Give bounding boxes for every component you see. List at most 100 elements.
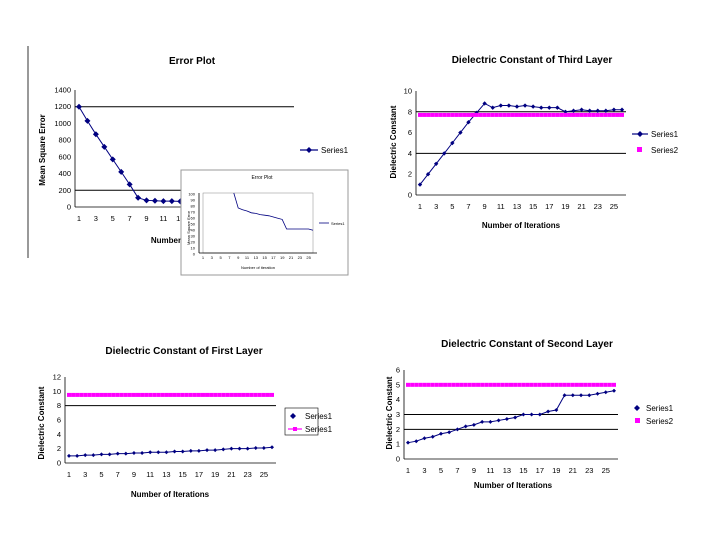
data-point [500, 382, 505, 387]
data-point [205, 392, 210, 397]
y-tick-label: 1200 [54, 102, 71, 111]
data-point [76, 103, 82, 110]
x-tick-label: 9 [483, 202, 487, 211]
data-point [474, 110, 479, 116]
data-point [555, 105, 560, 110]
y-tick-label: 40 [191, 228, 196, 233]
data-point [471, 422, 476, 427]
data-point [462, 112, 467, 117]
legend: Series1 Series2 [634, 404, 674, 426]
data-point [523, 112, 528, 117]
data-point [451, 382, 456, 387]
x-tick-label: 13 [503, 466, 511, 475]
data-point [156, 392, 161, 397]
data-point [551, 112, 556, 117]
x-tick-label: 7 [128, 214, 132, 223]
data-point [107, 392, 112, 397]
data-point [595, 112, 600, 117]
x-tick-label: 7 [116, 470, 120, 479]
data-point [591, 382, 596, 387]
data-point [539, 105, 544, 110]
data-point [587, 382, 592, 387]
data-point [514, 112, 519, 117]
data-point [543, 112, 548, 117]
data-point [447, 382, 452, 387]
y-tick-label: 2 [396, 425, 400, 434]
data-point [414, 439, 419, 444]
data-point [496, 418, 501, 423]
x-tick-label: 23 [243, 470, 251, 479]
legend-label: Series1 [651, 130, 679, 139]
data-point [603, 108, 609, 113]
x-tick-label: 23 [585, 466, 593, 475]
data-point [83, 453, 88, 458]
data-point [591, 112, 596, 117]
x-tick-label: 1 [418, 202, 422, 211]
data-point [539, 112, 544, 117]
legend-label: Series2 [651, 146, 679, 155]
y-tick-label: 0 [57, 459, 61, 468]
data-point [115, 392, 120, 397]
x-tick-label: 21 [289, 255, 294, 260]
data-point [510, 112, 515, 117]
data-point [562, 393, 567, 398]
x-tick-label: 7 [455, 466, 459, 475]
data-point [237, 446, 242, 451]
x-tick-label: 3 [94, 214, 98, 223]
data-point [558, 382, 563, 387]
x-tick-label: 17 [545, 202, 553, 211]
data-point [229, 446, 234, 451]
y-tick-label: 2 [408, 170, 412, 179]
data-point [470, 112, 475, 117]
data-point [611, 107, 617, 112]
y-tick-label: 1000 [54, 119, 71, 128]
data-point [87, 392, 92, 397]
data-point [555, 112, 560, 117]
x-tick-label: 11 [146, 470, 154, 479]
data-point [103, 392, 108, 397]
legend: Series1 [300, 146, 349, 155]
x-tick-label: 19 [552, 466, 560, 475]
data-point [603, 390, 608, 395]
data-point [111, 392, 116, 397]
x-tick-label: 1 [406, 466, 410, 475]
legend-label: Series1 [646, 404, 674, 413]
x-tick-label: 19 [211, 470, 219, 479]
y-tick-label: 5 [396, 380, 400, 389]
data-point [442, 112, 447, 117]
x-tick-label: 25 [602, 466, 610, 475]
data-point [467, 382, 472, 387]
data-point [488, 419, 493, 424]
y-tick-label: 0 [67, 203, 71, 212]
data-point [406, 382, 410, 387]
data-point [521, 382, 526, 387]
data-point [480, 419, 485, 424]
data-point [253, 392, 258, 397]
y-tick-label: 0 [396, 455, 400, 464]
x-tick-label: 5 [450, 202, 454, 211]
data-point [136, 392, 141, 397]
x-tick-label: 5 [99, 470, 103, 479]
y-tick-label: 2 [57, 444, 61, 453]
data-point [579, 112, 584, 117]
data-point [458, 112, 463, 117]
y-tick-label: 600 [58, 152, 71, 161]
x-tick-label: 7 [228, 255, 231, 260]
data-point [537, 382, 542, 387]
data-point [257, 392, 262, 397]
data-point [486, 112, 491, 117]
data-point [492, 382, 497, 387]
y-tick-label: 100 [188, 192, 195, 197]
data-point [579, 107, 584, 112]
data-point [91, 453, 96, 458]
legend-marker [290, 413, 296, 419]
inset-frame [180, 169, 349, 276]
x-tick-label: 13 [513, 202, 521, 211]
y-tick-label: 80 [191, 204, 196, 209]
y-tick-label: 8 [408, 107, 412, 116]
legend-label: Series1 [331, 221, 345, 226]
data-point [563, 112, 568, 117]
